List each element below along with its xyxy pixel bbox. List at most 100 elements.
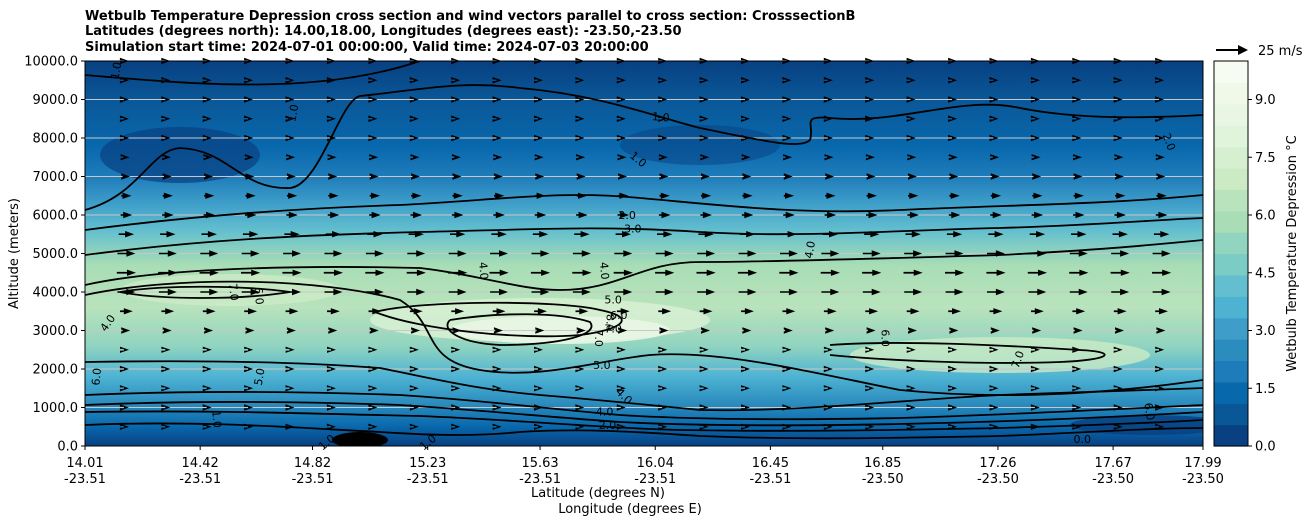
wind-vector — [658, 211, 671, 219]
x-tick-label-lat: 16.85 — [864, 456, 901, 471]
wind-vector — [699, 346, 709, 353]
wind-vector — [906, 346, 916, 353]
colorbar-band — [1214, 317, 1248, 340]
chart-title-line-1: Wetbulb Temperature Depression cross sec… — [85, 9, 856, 24]
wind-vector — [408, 231, 424, 238]
wind-vector — [658, 385, 668, 392]
wind-vector — [659, 327, 669, 334]
wind-vector — [530, 269, 551, 276]
wind-vector — [448, 269, 468, 276]
wind-vector — [285, 77, 295, 84]
wind-vector — [1073, 173, 1083, 180]
wind-vector — [492, 134, 502, 142]
wind-vector — [202, 115, 212, 122]
wind-vector — [659, 192, 670, 199]
wind-vector — [285, 423, 295, 430]
contour-label: 0.0 — [1073, 433, 1091, 446]
wind-vector — [782, 346, 792, 353]
wind-vector — [741, 77, 750, 84]
wind-vector — [618, 173, 628, 180]
wind-vector — [989, 423, 999, 430]
wind-vector — [161, 115, 171, 122]
wind-vector — [451, 385, 461, 392]
wind-vector — [204, 173, 214, 180]
wind-vector — [990, 192, 1002, 199]
wind-vector — [534, 404, 543, 411]
contour-label: 3.0 — [624, 222, 642, 235]
x-tick-label-lon: -23.50 — [1092, 472, 1134, 487]
wind-vector — [948, 308, 961, 315]
wind-vector — [1069, 288, 1088, 296]
wind-vector — [948, 385, 958, 392]
wind-vector — [325, 231, 342, 238]
wind-vector — [741, 404, 750, 411]
wind-vector — [161, 346, 171, 353]
wind-vector — [824, 211, 837, 219]
contour-label: 1.0 — [108, 61, 124, 80]
wind-vector — [202, 423, 212, 430]
wind-vector — [616, 96, 626, 103]
wind-vector — [824, 154, 834, 161]
y-tick-label: 3000.0 — [33, 324, 79, 339]
wind-vector — [120, 154, 130, 161]
field-patch — [332, 432, 388, 446]
wind-vector — [162, 154, 171, 161]
wind-vector — [1112, 231, 1128, 238]
wind-vector — [616, 385, 626, 392]
wind-vector — [908, 327, 917, 334]
field-patch — [1070, 415, 1203, 435]
wind-vector — [907, 154, 917, 161]
wind-vector — [742, 173, 752, 180]
wind-vector — [409, 365, 419, 373]
wind-vector — [1155, 115, 1165, 122]
wind-vector — [369, 192, 380, 199]
y-tick-label: 8000.0 — [33, 132, 79, 147]
wind-vector — [659, 173, 669, 180]
wind-vector — [782, 115, 792, 122]
wind-vector — [1115, 327, 1124, 334]
wind-vector — [452, 173, 462, 180]
wind-vector — [783, 192, 794, 199]
wind-vector — [615, 231, 631, 238]
x-tick-label-lon: -23.51 — [634, 472, 676, 487]
wind-vector — [1113, 423, 1123, 430]
contour-label: 6.0 — [1141, 402, 1157, 421]
wind-vector — [698, 231, 714, 238]
wind-vector — [200, 250, 219, 257]
wind-vector — [948, 423, 958, 430]
colorbar-band — [1214, 210, 1248, 233]
wind-vector — [864, 231, 880, 238]
chart-title-line-3: Simulation start time: 2024-07-01 00:00:… — [85, 40, 649, 55]
wind-vector — [534, 134, 543, 142]
wind-vector — [328, 327, 338, 334]
wind-vector — [948, 134, 958, 142]
wind-vectors — [116, 57, 1172, 430]
wind-vector — [948, 77, 958, 84]
wind-vector — [411, 327, 421, 334]
wind-vector — [782, 423, 792, 430]
wind-vector — [121, 173, 131, 180]
wind-vector — [490, 250, 508, 257]
wind-vector — [204, 192, 215, 199]
wind-key-arrowhead — [1238, 45, 1248, 55]
wind-vector — [327, 211, 340, 219]
wind-vector — [120, 308, 133, 315]
wind-vector — [1111, 250, 1130, 257]
wind-vector — [244, 365, 254, 373]
wind-vector — [779, 269, 799, 276]
wind-vector — [119, 385, 129, 392]
wind-vector — [534, 211, 547, 219]
wind-vector — [1072, 365, 1082, 373]
wind-vector — [244, 77, 254, 84]
wind-vector — [945, 288, 964, 296]
wind-vector — [823, 365, 833, 373]
contour-label: 4.0 — [802, 240, 818, 259]
contour-label: 5.0 — [593, 359, 611, 372]
wind-vector — [1029, 231, 1046, 238]
y-axis-label: Altitude (meters) — [7, 198, 22, 309]
wind-vector — [822, 231, 838, 238]
wind-vector — [244, 308, 257, 315]
wind-vector — [825, 192, 836, 199]
y-axis: 0.0 1000.0 2000.0 3000.0 4000.0 5000.0 6000.0 7… — [24, 55, 85, 455]
